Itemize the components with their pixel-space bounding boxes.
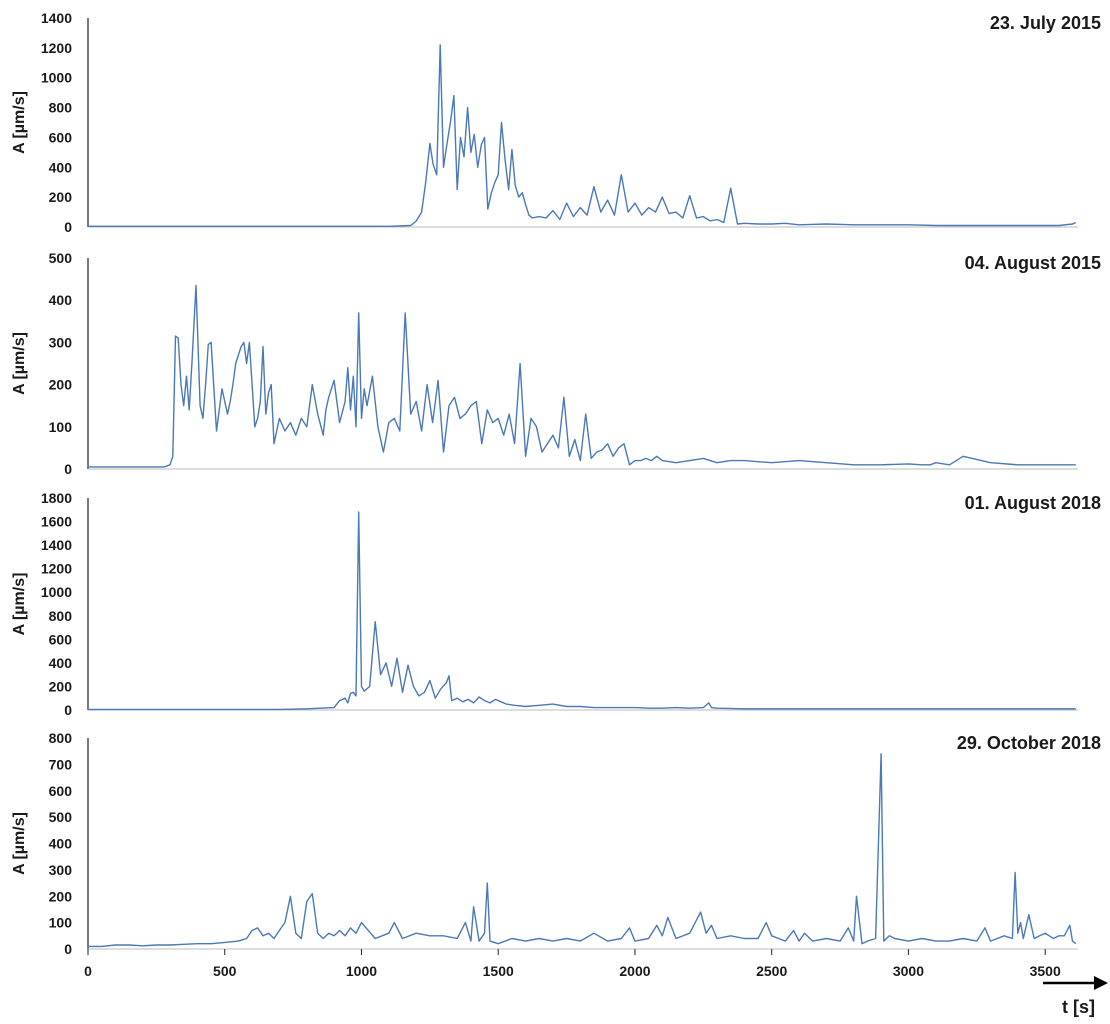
panel-1: 0 200 400 600 800 1000 1200 1400 A [µm/s] 23. Jul… (11, 10, 1101, 235)
x-tick-label: 1500 (483, 963, 514, 979)
panel-title: 23. July 2015 (990, 13, 1101, 33)
y-tick-label: 1400 (41, 537, 72, 553)
y-tick-label: 1400 (41, 10, 72, 26)
y-tick-label: 1200 (41, 40, 72, 56)
y-tick-label: 300 (49, 334, 73, 350)
series-line (88, 753, 1077, 948)
y-tick-label: 200 (49, 888, 73, 904)
y-tick-label: 200 (49, 189, 73, 205)
y-tick-label: 800 (49, 100, 73, 116)
y-tick-label: 0 (64, 702, 72, 718)
y-tick-label: 100 (49, 915, 73, 931)
x-tick-label: 0 (84, 963, 92, 979)
y-tick-label: 1000 (41, 70, 72, 86)
y-tick-label: 400 (49, 836, 73, 852)
x-tick-label: 2000 (619, 963, 650, 979)
x-tick-label: 1000 (346, 963, 377, 979)
series-line (88, 284, 1076, 468)
panel-title: 04. August 2015 (965, 253, 1101, 273)
y-tick-label: 200 (49, 678, 73, 694)
panel-title: 01. August 2018 (965, 493, 1101, 513)
x-axis-label: t [s] (1062, 997, 1095, 1017)
panel-title: 29. October 2018 (957, 733, 1101, 753)
y-tick-label: 300 (49, 862, 73, 878)
y-tick-label: 400 (49, 655, 73, 671)
panel-2: 0 100 200 300 400 500 A [µm/s] 04. August 2015 (11, 250, 1101, 477)
y-tick-label: 0 (64, 219, 72, 235)
x-tick-label: 3500 (1030, 963, 1061, 979)
y-tick-label: 0 (64, 941, 72, 957)
y-axis-label: A [µm/s] (11, 91, 28, 154)
y-tick-label: 600 (49, 631, 73, 647)
y-tick-label: 100 (49, 419, 73, 435)
panel-4: 0 100 200 300 400 500 600 700 800 A [µm/s] 29. Oct… (11, 730, 1101, 957)
y-axis-label: A [µm/s] (11, 812, 28, 875)
y-tick-label: 200 (49, 377, 73, 393)
x-tick-label: 2500 (756, 963, 787, 979)
y-tick-label: 1800 (41, 490, 72, 506)
series-line (88, 511, 1076, 711)
arrow-icon (1043, 976, 1108, 990)
y-tick-label: 600 (49, 783, 73, 799)
y-tick-label: 1000 (41, 584, 72, 600)
y-tick-label: 1200 (41, 561, 72, 577)
y-tick-label: 800 (49, 608, 73, 624)
x-tick-label: 500 (213, 963, 237, 979)
y-tick-label: 500 (49, 250, 73, 266)
y-tick-label: 400 (49, 292, 73, 308)
x-tick-label: 3000 (893, 963, 924, 979)
y-tick-label: 400 (49, 159, 73, 175)
y-tick-label: 0 (64, 461, 72, 477)
y-tick-label: 700 (49, 756, 73, 772)
series-line (88, 44, 1077, 227)
y-axis-label: A [µm/s] (11, 332, 28, 395)
panel-3: 0 200 400 600 800 1000 1200 1400 1600 1800 A [µm/s… (11, 490, 1101, 718)
y-axis-label: A [µm/s] (11, 573, 28, 636)
y-tick-label: 800 (49, 730, 73, 746)
y-tick-label: 500 (49, 809, 73, 825)
x-axis: 0 500 1000 1500 2000 2500 3000 3500 (84, 949, 1061, 979)
y-tick-label: 600 (49, 129, 73, 145)
y-tick-label: 1600 (41, 514, 72, 530)
